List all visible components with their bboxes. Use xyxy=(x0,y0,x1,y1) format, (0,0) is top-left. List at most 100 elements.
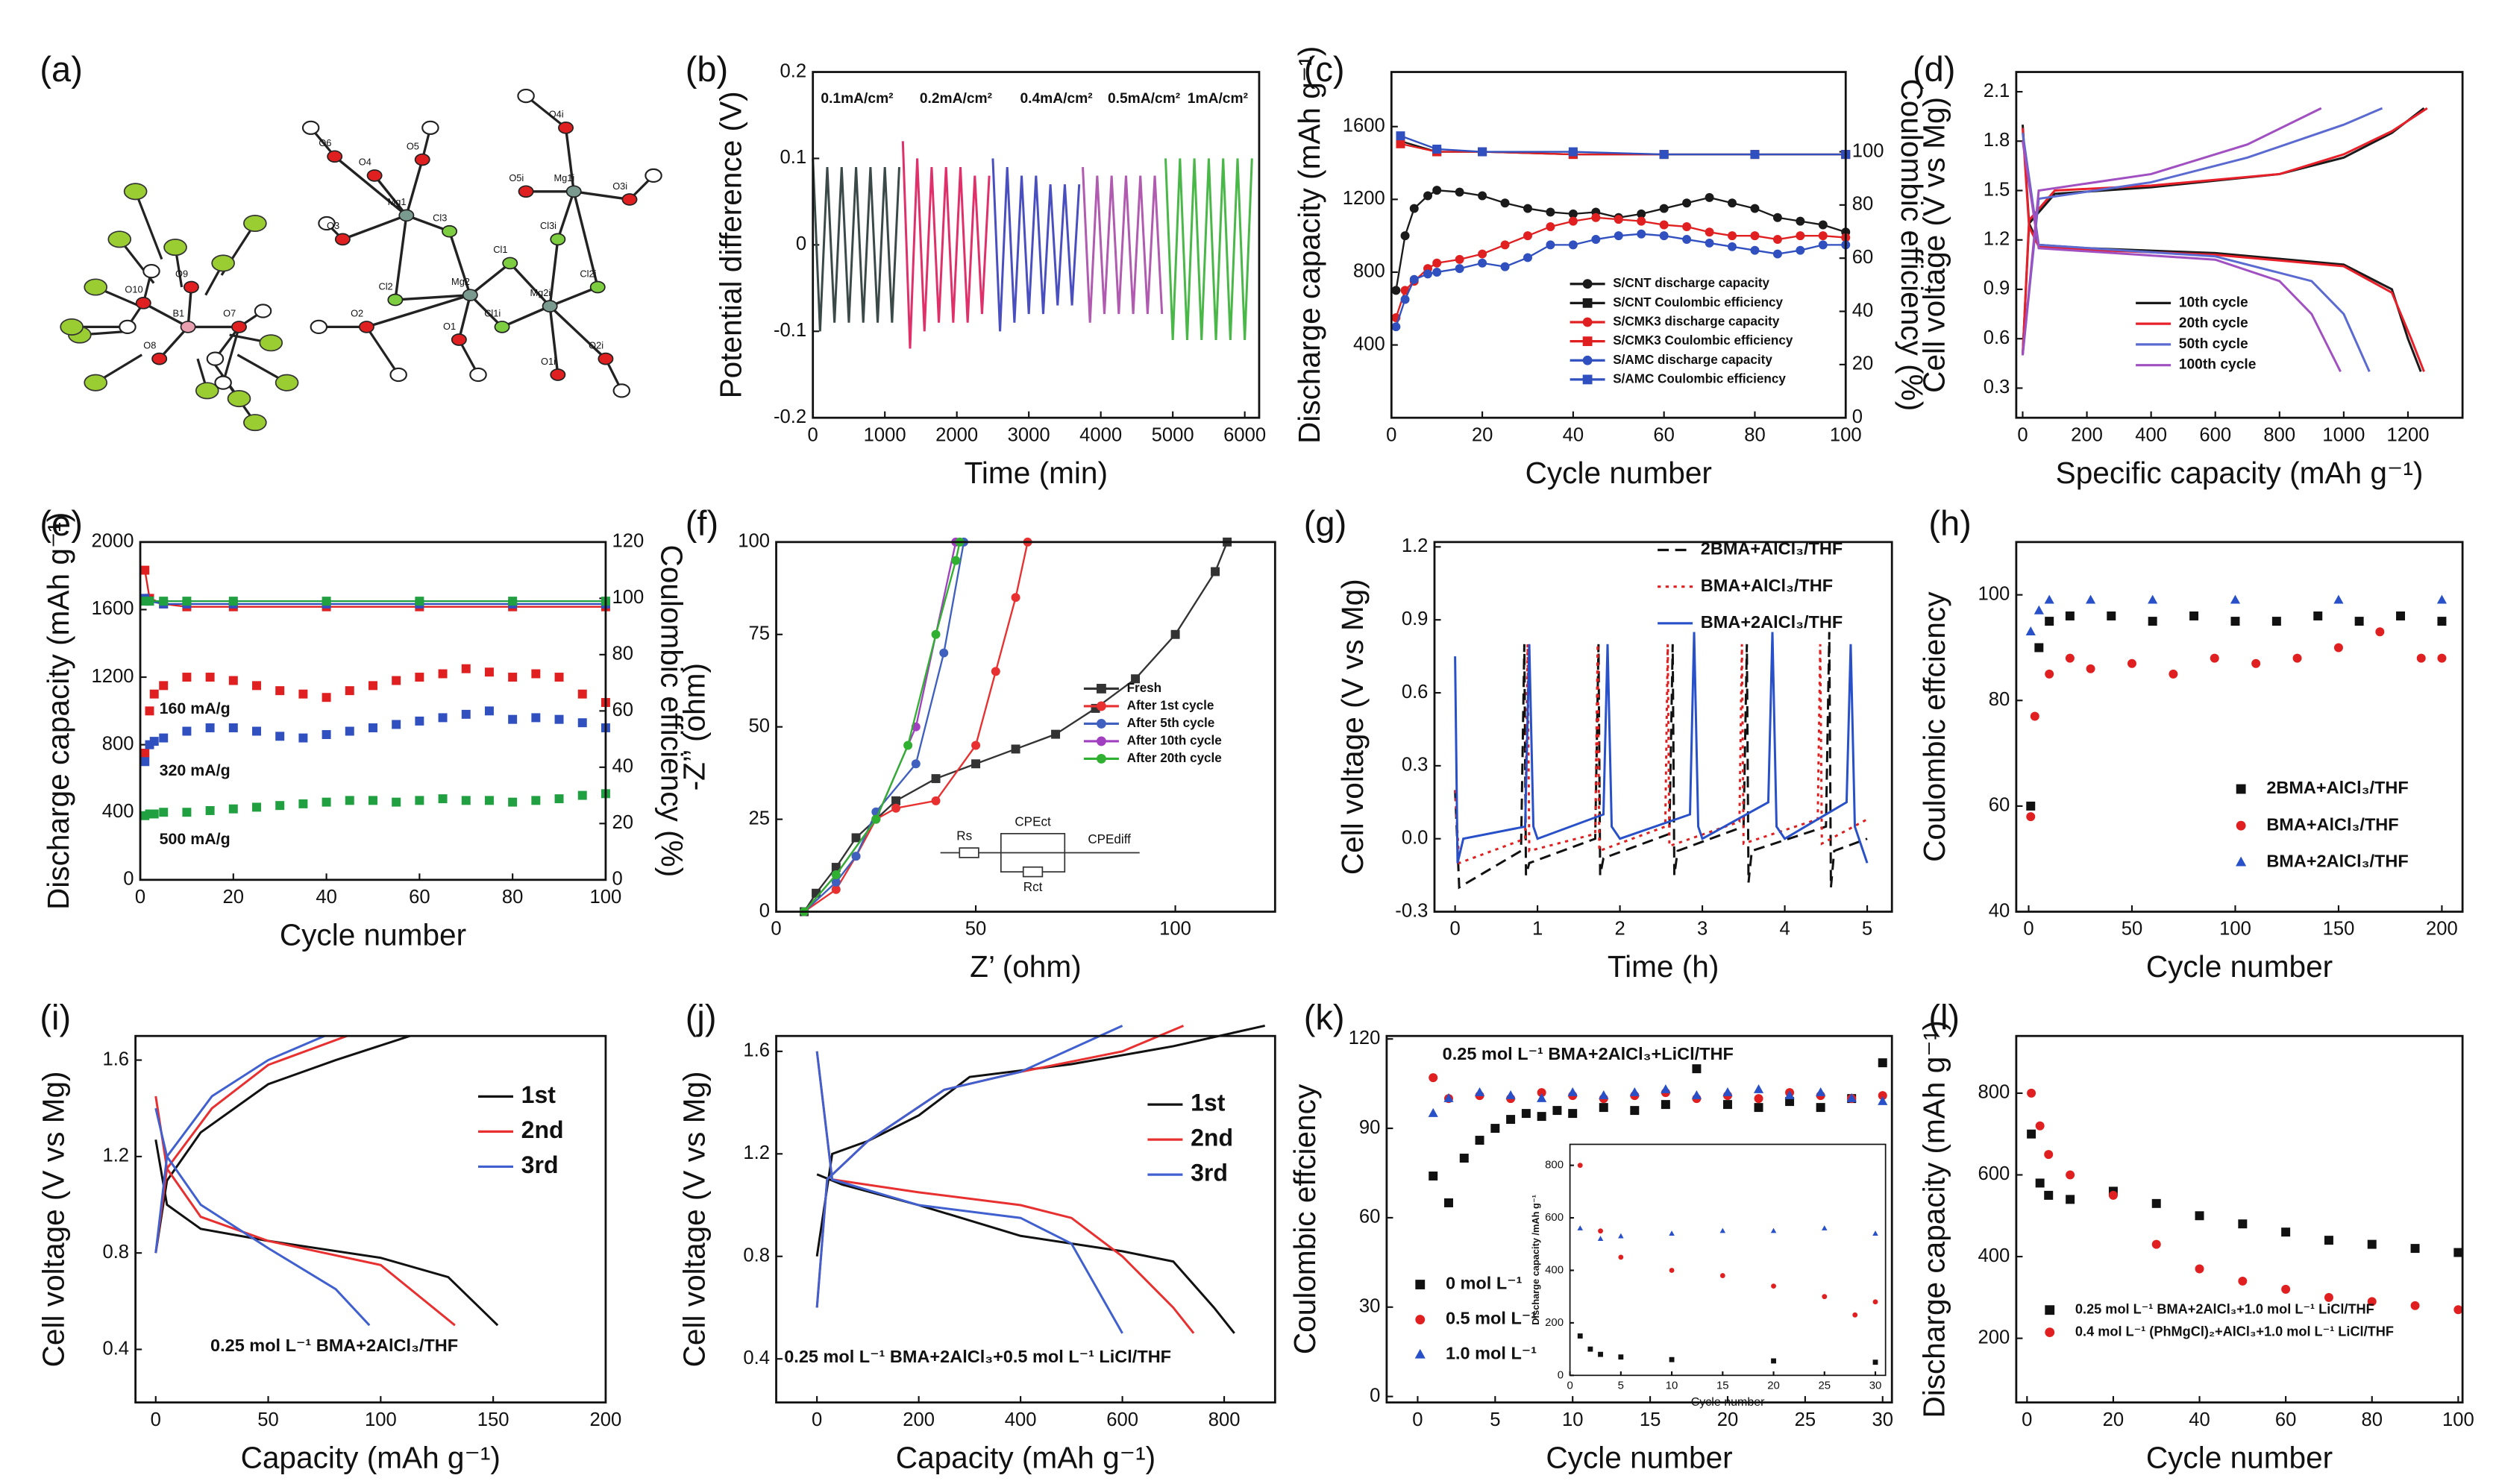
data-point xyxy=(159,681,169,691)
data-point xyxy=(2026,812,2036,822)
data-point xyxy=(392,676,401,685)
data-point xyxy=(991,667,1000,676)
data-point xyxy=(1478,147,1487,157)
fluorine-atom xyxy=(107,230,132,248)
legend-marker xyxy=(1582,336,1593,347)
data-point xyxy=(1500,240,1510,250)
x-tick-label: 100 xyxy=(2442,1409,2474,1430)
atom xyxy=(542,300,558,312)
y-tick-label: 30 xyxy=(1359,1296,1381,1317)
x-tick-label: 40 xyxy=(316,887,337,908)
bond xyxy=(366,294,471,329)
data-point xyxy=(1618,1254,1624,1260)
data-point xyxy=(1614,231,1623,241)
data-point xyxy=(182,726,192,736)
fluorine-atom xyxy=(243,214,267,233)
data-point xyxy=(1568,209,1578,218)
x-tick-label: 100 xyxy=(2219,919,2251,940)
data-point xyxy=(345,796,354,805)
plot-frame xyxy=(1390,71,1847,419)
data-point xyxy=(831,877,841,887)
atom-label: O10 xyxy=(125,284,142,295)
legend-label: BMA+2AlCl₃/THF xyxy=(1701,612,1843,632)
legend-marker xyxy=(1415,1315,1426,1324)
data-point xyxy=(1568,1109,1578,1119)
data-point xyxy=(1546,221,1555,231)
data-point xyxy=(1391,322,1401,332)
x-tick-label: 25 xyxy=(1818,1379,1831,1392)
data-point xyxy=(1728,198,1737,208)
x-tick-label: 600 xyxy=(2199,424,2231,445)
legend-label: 2BMA+AlCl₃/THF xyxy=(2266,778,2408,797)
x-axis-label: Capacity (mAh g⁻¹) xyxy=(896,1440,1156,1474)
x-tick-label: 0 xyxy=(812,1409,822,1430)
legend-label: S/CNT Coulombic efficiency xyxy=(1613,295,1783,309)
data-point xyxy=(1523,231,1532,241)
data-point xyxy=(2030,711,2039,721)
x-axis-label: Time (min) xyxy=(965,456,1108,490)
x-tick-label: 100 xyxy=(365,1409,397,1430)
data-point xyxy=(140,748,150,758)
x-tick-label: 200 xyxy=(2426,919,2458,940)
bond xyxy=(142,301,189,328)
data-point xyxy=(140,597,150,606)
carbon-atom xyxy=(469,367,487,383)
bond xyxy=(469,262,511,297)
data-point xyxy=(140,757,150,767)
data-point xyxy=(1719,1273,1725,1278)
legend-marker xyxy=(2236,784,2246,794)
data-point xyxy=(145,740,154,749)
x-tick-label: 1000 xyxy=(2322,424,2365,445)
carbon-atom xyxy=(301,120,320,135)
series-line xyxy=(803,541,1029,913)
data-point xyxy=(1455,264,1464,274)
legend-label: BMA+AlCl₃/THF xyxy=(2266,814,2398,834)
data-point xyxy=(145,597,154,606)
y-tick-label: 800 xyxy=(1978,1082,2010,1103)
atom-label: O4 xyxy=(359,157,371,168)
atom-label: Cl1i xyxy=(484,308,501,319)
data-point xyxy=(1597,1236,1604,1241)
legend-marker xyxy=(1097,701,1106,711)
data-point xyxy=(1500,198,1510,208)
y-tick-label: 40 xyxy=(1989,900,2010,921)
data-point xyxy=(1459,1154,1469,1163)
atom xyxy=(502,257,518,270)
data-point xyxy=(1599,1103,1608,1113)
data-point xyxy=(2410,1244,2420,1254)
x-axis-label: Cycle number xyxy=(280,917,466,952)
data-point xyxy=(252,802,261,812)
data-point xyxy=(1429,1073,1438,1083)
data-point xyxy=(252,726,261,736)
data-point xyxy=(322,797,331,807)
y-tick-label: 200 xyxy=(1978,1327,2010,1348)
data-point xyxy=(1722,1100,1732,1110)
data-point xyxy=(2085,594,2096,604)
data-point xyxy=(1630,1106,1640,1116)
atom xyxy=(442,224,458,238)
data-point xyxy=(2127,658,2136,668)
legend-marker xyxy=(2236,856,2247,867)
x-tick-label: 15 xyxy=(1640,1409,1661,1430)
atom xyxy=(231,321,247,333)
x-tick-label: 400 xyxy=(1005,1409,1037,1430)
data-point xyxy=(508,797,518,807)
legend-label: 3rd xyxy=(1191,1160,1228,1186)
data-point xyxy=(1852,1312,1858,1318)
data-point xyxy=(1753,1084,1764,1093)
x-tick-label: 2 xyxy=(1614,919,1625,940)
fluorine-atom xyxy=(227,390,251,408)
y-axis-label: Cell voltage (V vs Mg) xyxy=(677,1071,711,1367)
bond xyxy=(373,175,408,216)
carbon-atom xyxy=(612,383,631,398)
atom xyxy=(518,185,534,198)
x-tick-label: 2000 xyxy=(935,424,978,445)
data-point xyxy=(1568,240,1578,250)
fluorine-atom xyxy=(211,254,235,272)
data-point xyxy=(2035,1121,2045,1131)
x-tick-label: 1 xyxy=(1532,919,1543,940)
data-point xyxy=(1754,1094,1763,1104)
data-point xyxy=(2195,1264,2204,1274)
data-point xyxy=(1659,220,1669,230)
carbon-atom xyxy=(645,168,662,183)
